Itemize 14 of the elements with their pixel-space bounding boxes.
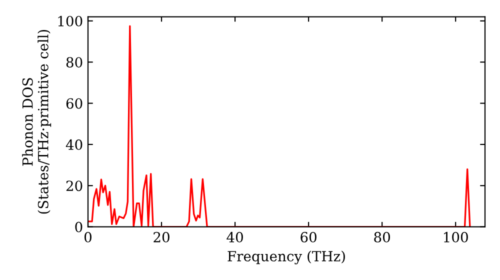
y-tick-label: 100 bbox=[58, 16, 82, 26]
x-tick-label: 60 bbox=[300, 232, 316, 242]
y-axis-title: Phonon DOS (States/THz·primitive cell) bbox=[22, 30, 52, 214]
x-tick-label: 0 bbox=[84, 232, 92, 242]
y-tick-label: 60 bbox=[66, 98, 82, 109]
x-tick-label: 20 bbox=[154, 232, 170, 242]
y-tick-label: 20 bbox=[66, 180, 82, 192]
x-tick-label: 80 bbox=[374, 232, 390, 242]
y-tick-label: 40 bbox=[66, 139, 82, 150]
x-tick-label: 40 bbox=[226, 232, 243, 242]
y-tick-label: 80 bbox=[66, 57, 82, 68]
x-tick-label: 100 bbox=[444, 232, 468, 242]
y-tick-label: 0 bbox=[75, 222, 82, 232]
x-axis-title: Frequency (THz) bbox=[228, 250, 345, 264]
